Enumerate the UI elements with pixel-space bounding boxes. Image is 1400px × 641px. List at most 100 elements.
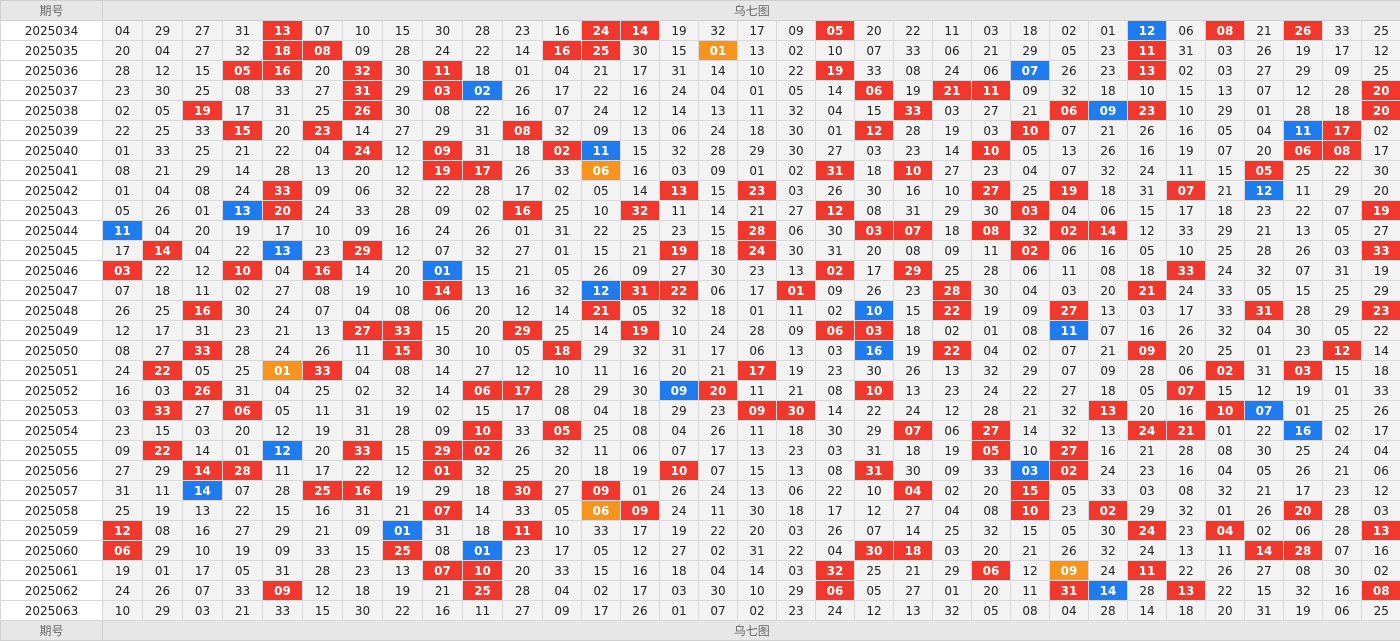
highlighted-number-cell: 06 <box>581 160 621 181</box>
number-cell: 08 <box>971 500 1011 521</box>
number-cell: 29 <box>182 160 223 181</box>
number-cell: 07 <box>698 600 738 621</box>
number-cell: 27 <box>659 260 699 281</box>
table-row: 2025034 04 29 27 31 13 07 10 15 30 28 23 16 24 14 19 32 1… <box>0 20 1400 41</box>
number-cell: 31 <box>342 400 383 421</box>
number-cell: 07 <box>854 40 894 61</box>
number-cell: 27 <box>102 460 143 481</box>
number-cell: 17 <box>581 600 621 621</box>
number-cell: 04 <box>1360 440 1400 461</box>
highlighted-number-cell: 02 <box>462 80 503 101</box>
number-cell: 01 <box>102 140 143 161</box>
number-cell: 04 <box>698 80 738 101</box>
number-cell: 07 <box>1088 320 1128 341</box>
number-cell: 12 <box>1360 480 1400 501</box>
table-row: 2025054 23 15 03 20 12 19 31 28 09 10 33 05 25 08 04 26 1… <box>0 420 1400 441</box>
highlighted-number-cell: 28 <box>932 280 972 301</box>
number-cell: 26 <box>1244 40 1284 61</box>
highlighted-number-cell: 32 <box>815 560 855 581</box>
number-cell: 14 <box>422 380 463 401</box>
highlighted-number-cell: 26 <box>342 100 383 121</box>
highlighted-number-cell: 01 <box>698 40 738 61</box>
number-cell: 16 <box>620 80 660 101</box>
highlighted-number-cell: 24 <box>737 240 777 261</box>
number-cell: 28 <box>502 580 543 601</box>
number-cell: 32 <box>620 340 660 361</box>
number-cell: 05 <box>854 580 894 601</box>
highlighted-number-cell: 11 <box>581 140 621 161</box>
highlighted-number-cell: 15 <box>382 340 423 361</box>
number-cell: 04 <box>1049 200 1089 221</box>
number-cell: 24 <box>893 400 933 421</box>
number-cell: 14 <box>1010 420 1050 441</box>
highlighted-number-cell: 06 <box>854 80 894 101</box>
number-cell: 22 <box>581 220 621 241</box>
number-cell: 08 <box>382 360 423 381</box>
number-cell: 05 <box>620 300 660 321</box>
number-cell: 27 <box>182 400 223 421</box>
number-cell: 05 <box>1049 40 1089 61</box>
number-cell: 23 <box>815 360 855 381</box>
number-cell: 18 <box>342 580 383 601</box>
number-cell: 15 <box>1205 380 1245 401</box>
number-cell: 27 <box>932 160 972 181</box>
highlighted-number-cell: 03 <box>854 220 894 241</box>
number-cell: 25 <box>581 420 621 441</box>
number-cell: 03 <box>1049 280 1089 301</box>
table-row: 2025061 19 01 17 05 31 28 23 13 07 10 20 33 15 16 18 04 1… <box>0 560 1400 581</box>
highlighted-number-cell: 09 <box>422 140 463 161</box>
number-cell: 30 <box>1283 320 1323 341</box>
highlighted-number-cell: 31 <box>1244 300 1284 321</box>
highlighted-number-cell: 03 <box>1283 360 1323 381</box>
number-cell: 32 <box>971 520 1011 541</box>
highlighted-number-cell: 25 <box>382 540 423 561</box>
number-cell: 20 <box>502 560 543 581</box>
number-cell: 21 <box>620 240 660 261</box>
number-cell: 12 <box>382 140 423 161</box>
number-cell: 10 <box>854 480 894 501</box>
number-cell: 12 <box>182 260 223 281</box>
highlighted-number-cell: 18 <box>542 340 582 361</box>
number-cell: 14 <box>462 500 503 521</box>
number-cell: 19 <box>1283 380 1323 401</box>
number-cell: 18 <box>737 120 777 141</box>
number-cell: 17 <box>302 460 343 481</box>
highlighted-number-cell: 09 <box>659 380 699 401</box>
table-row: 2025055 09 22 14 01 12 20 33 15 29 02 26 32 11 06 07 17 1… <box>0 440 1400 461</box>
period-cell: 2025042 <box>0 180 103 201</box>
number-cell: 28 <box>971 260 1011 281</box>
highlighted-number-cell: 09 <box>262 580 303 601</box>
highlighted-number-cell: 27 <box>971 420 1011 441</box>
number-cell: 29 <box>142 20 183 41</box>
number-cell: 28 <box>462 180 503 201</box>
number-cell: 21 <box>893 560 933 581</box>
number-cell: 21 <box>1244 220 1284 241</box>
highlighted-number-cell: 17 <box>502 380 543 401</box>
number-cell: 26 <box>620 600 660 621</box>
chart-title-footer: 乌七图 <box>101 620 1400 641</box>
number-cell: 05 <box>102 200 143 221</box>
number-cell: 17 <box>262 220 303 241</box>
number-cell: 17 <box>815 500 855 521</box>
number-cell: 16 <box>1088 240 1128 261</box>
number-cell: 18 <box>1205 200 1245 221</box>
number-cell: 20 <box>854 240 894 261</box>
number-cell: 11 <box>776 300 816 321</box>
number-cell: 17 <box>502 180 543 201</box>
number-cell: 12 <box>620 540 660 561</box>
highlighted-number-cell: 07 <box>422 560 463 581</box>
number-cell: 19 <box>142 500 183 521</box>
number-cell: 21 <box>1088 340 1128 361</box>
period-cell: 2025060 <box>0 540 103 561</box>
highlighted-number-cell: 33 <box>302 360 343 381</box>
highlighted-number-cell: 03 <box>1010 460 1050 481</box>
highlighted-number-cell: 13 <box>1127 60 1167 81</box>
number-cell: 10 <box>542 520 582 541</box>
number-cell: 32 <box>1010 220 1050 241</box>
number-cell: 10 <box>1166 100 1206 121</box>
number-cell: 20 <box>1205 600 1245 621</box>
highlighted-number-cell: 30 <box>776 400 816 421</box>
number-cell: 32 <box>542 440 582 461</box>
highlighted-number-cell: 25 <box>302 480 343 501</box>
number-cell: 12 <box>382 240 423 261</box>
